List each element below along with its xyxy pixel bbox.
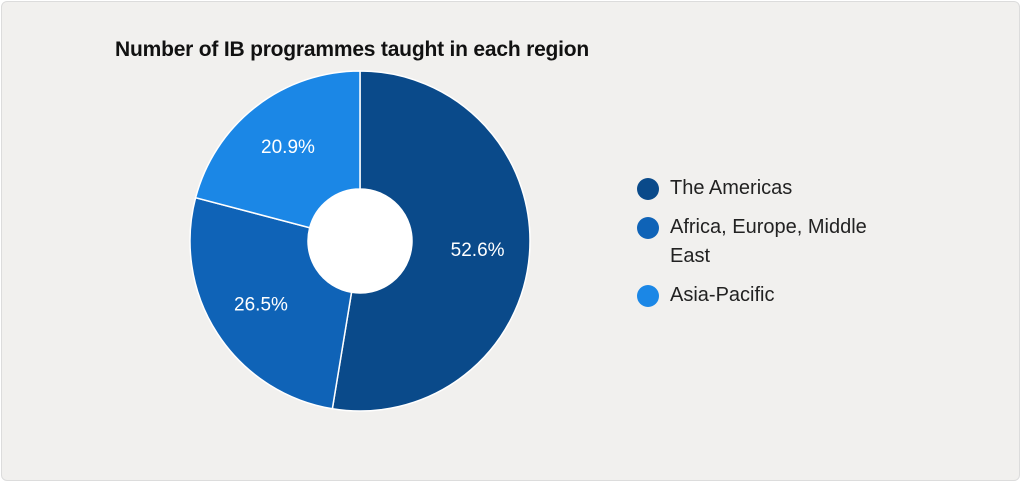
legend-item: The Americas [637,176,907,203]
slice-value-label: 52.6% [451,240,505,261]
chart-title: Number of IB programmes taught in each r… [115,38,590,61]
slice-value-label: 26.5% [234,295,288,316]
legend-swatch [637,178,659,200]
donut-hole [308,189,412,293]
slice-value-label: 20.9% [261,137,315,158]
legend-label: Africa, Europe, Middle East [670,216,867,267]
legend-item: Africa, Europe, Middle East [637,215,907,271]
legend-label: The Americas [670,177,793,199]
legend-label: Asia-Pacific [670,284,775,306]
pie-slice-africa-europe-middle-east [189,196,353,410]
legend-swatch [637,217,659,239]
legend-item: Asia-Pacific [637,283,907,310]
legend-swatch [637,285,659,307]
chart-legend: The Americas Africa, Europe, Middle East A… [637,176,907,322]
